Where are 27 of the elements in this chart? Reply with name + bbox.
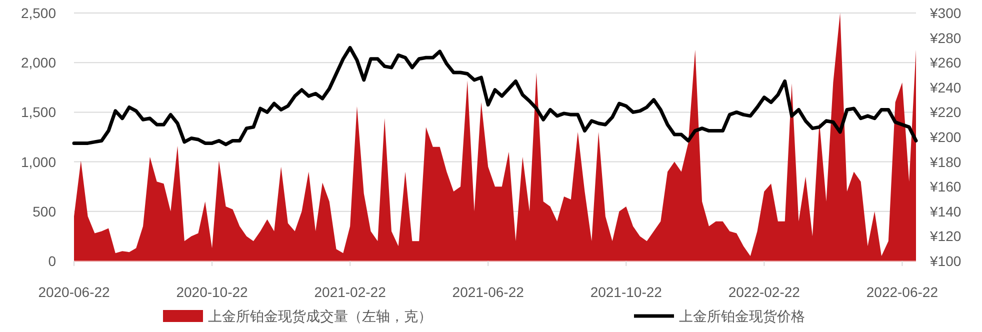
y2-tick-label: ¥120: [929, 228, 962, 244]
y-tick-label: 2,000: [20, 54, 56, 71]
x-tick-label: 2021-10-22: [590, 284, 662, 300]
y-tick-label: 1,000: [20, 154, 56, 170]
y2-tick-label: ¥240: [929, 79, 962, 96]
line-series: [72, 46, 918, 146]
y-tick-label: 1,500: [20, 104, 56, 120]
y2-tick-label: ¥160: [929, 178, 962, 195]
x-tick-label: 2021-06-22: [452, 284, 524, 300]
y2-tick-label: ¥260: [929, 54, 962, 71]
legend-label: 上金所铂金现货成交量（左轴，克）: [208, 308, 432, 324]
x-tick-label: 2020-06-22: [38, 284, 110, 300]
y-tick-label: 0: [48, 253, 56, 269]
x-tick-label: 2021-02-22: [314, 284, 386, 300]
x-tick-label: 2020-10-22: [176, 284, 248, 300]
y2-tick-label: ¥300: [929, 5, 962, 21]
y2-tick-label: ¥140: [929, 203, 962, 220]
y2-tick-label: ¥180: [929, 154, 962, 170]
y-tick-label: 2,500: [20, 5, 56, 21]
y2-tick-label: ¥200: [929, 129, 962, 145]
x-tick-label: 2022-06-22: [866, 284, 938, 300]
legend-label: 上金所铂金现货价格: [679, 308, 805, 324]
y-tick-label: 500: [32, 203, 56, 220]
y2-tick-label: ¥280: [929, 30, 962, 46]
x-tick-label: 2022-02-22: [728, 284, 800, 300]
y2-tick-label: ¥220: [929, 104, 962, 120]
y2-tick-label: ¥100: [929, 253, 962, 269]
